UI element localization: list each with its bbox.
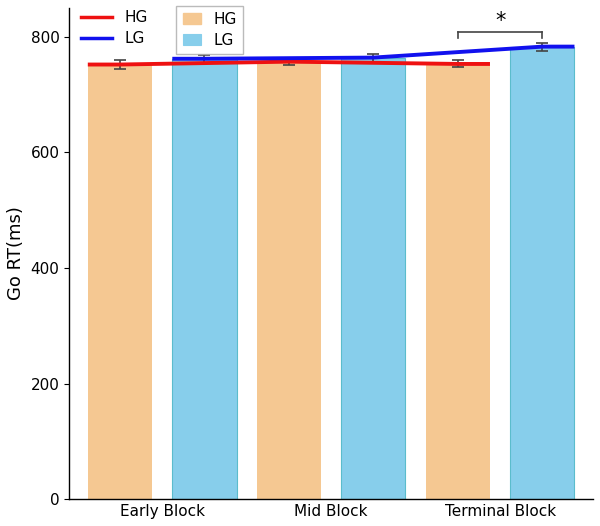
Text: *: *	[495, 11, 505, 31]
Bar	[172, 59, 236, 499]
Bar	[257, 62, 321, 499]
Bar	[426, 64, 490, 499]
Bar	[341, 57, 406, 499]
Bar	[510, 47, 574, 499]
Bar	[88, 65, 152, 499]
Y-axis label: Go RT(ms): Go RT(ms)	[7, 207, 25, 300]
Legend: HG, LG: HG, LG	[176, 6, 242, 54]
